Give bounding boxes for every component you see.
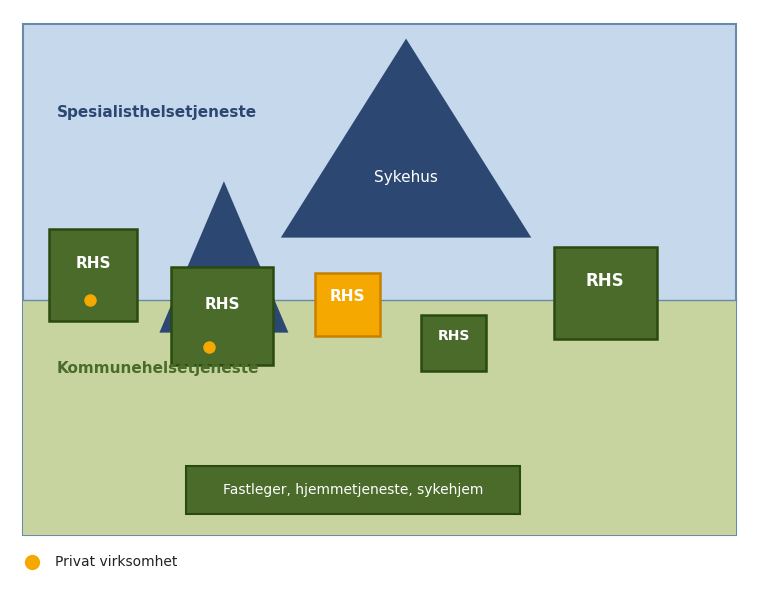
FancyBboxPatch shape: [554, 247, 657, 339]
FancyBboxPatch shape: [315, 273, 380, 336]
FancyBboxPatch shape: [23, 299, 736, 535]
Text: Sykehus: Sykehus: [374, 170, 438, 185]
Text: RHS: RHS: [586, 273, 625, 290]
Text: Kommunehelsetjeneste: Kommunehelsetjeneste: [57, 361, 260, 376]
FancyBboxPatch shape: [421, 315, 486, 371]
FancyBboxPatch shape: [171, 267, 273, 365]
Text: Fastleger, hjemmetjeneste, sykehjem: Fastleger, hjemmetjeneste, sykehjem: [222, 483, 483, 497]
Text: Syke
hus: Syke hus: [210, 269, 238, 290]
FancyBboxPatch shape: [49, 229, 137, 321]
Polygon shape: [281, 39, 531, 238]
FancyBboxPatch shape: [186, 466, 520, 514]
Polygon shape: [159, 181, 288, 333]
Text: RHS: RHS: [75, 256, 111, 271]
Text: RHS: RHS: [204, 297, 240, 312]
Text: Privat virksomhet: Privat virksomhet: [55, 555, 177, 569]
Text: Spesialisthelsetjeneste: Spesialisthelsetjeneste: [57, 105, 257, 121]
Text: RHS: RHS: [437, 329, 470, 343]
FancyBboxPatch shape: [23, 24, 736, 535]
Text: RHS: RHS: [329, 289, 365, 305]
